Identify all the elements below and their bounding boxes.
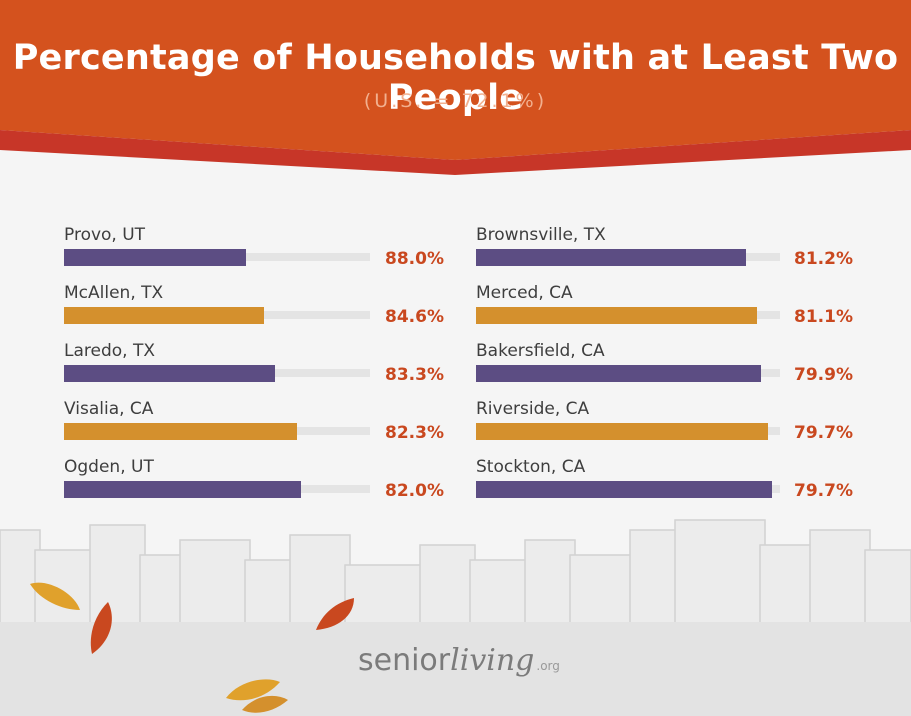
value-label: 79.7% [794, 423, 853, 443]
leaf-icon [30, 582, 80, 610]
header-banner [0, 0, 911, 175]
leaf-icon [90, 602, 112, 654]
data-bar[interactable] [476, 249, 746, 266]
category-label: Visalia, CA [64, 399, 154, 419]
value-label: 79.9% [794, 365, 853, 385]
value-label: 82.3% [385, 423, 444, 443]
leaf-icon [316, 598, 354, 630]
category-label: Riverside, CA [476, 399, 590, 419]
brand-logo-part-1: senior [358, 643, 451, 678]
data-bar[interactable] [476, 365, 761, 382]
leaf-icon [226, 679, 288, 713]
value-label: 84.6% [385, 307, 444, 327]
chart-subtitle: (U.S. = 72.1%) [363, 90, 548, 112]
brand-logo-part-2: living [450, 643, 535, 678]
data-bar[interactable] [476, 481, 772, 498]
category-label: Bakersfield, CA [476, 341, 605, 361]
data-bar[interactable] [64, 249, 246, 266]
footer-band [0, 622, 911, 716]
category-label: Merced, CA [476, 283, 573, 303]
data-bar[interactable] [476, 423, 768, 440]
data-bar[interactable] [476, 307, 757, 324]
data-bar[interactable] [64, 365, 275, 382]
value-label: 79.7% [794, 481, 853, 501]
brand-logo-tld: .org [536, 659, 560, 673]
category-label: Provo, UT [64, 225, 146, 245]
skyline-illustration [0, 519, 911, 625]
value-label: 88.0% [385, 249, 444, 269]
value-label: 81.1% [794, 307, 853, 327]
chart-title: Percentage of Households with at Least T… [12, 38, 899, 118]
brand-logo[interactable]: seniorliving .org [358, 643, 560, 678]
value-label: 83.3% [385, 365, 444, 385]
category-label: Laredo, TX [64, 341, 155, 361]
category-label: Ogden, UT [64, 457, 154, 477]
data-bar[interactable] [64, 307, 264, 324]
data-bar[interactable] [64, 423, 297, 440]
value-label: 81.2% [794, 249, 853, 269]
data-bar[interactable] [64, 481, 301, 498]
category-label: McAllen, TX [64, 283, 164, 303]
category-label: Stockton, CA [476, 457, 586, 477]
category-label: Brownsville, TX [476, 225, 606, 245]
value-label: 82.0% [385, 481, 444, 501]
